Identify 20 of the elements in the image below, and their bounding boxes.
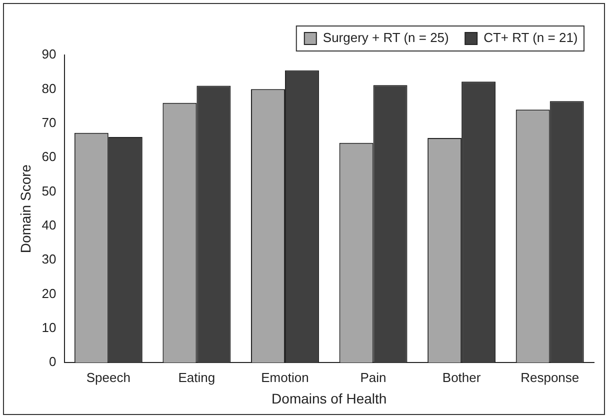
x-tick-label: Pain: [360, 370, 386, 385]
y-tick-label: 50: [42, 183, 56, 198]
y-tick-label: 60: [42, 149, 56, 164]
y-tick-label: 30: [42, 252, 56, 267]
y-axis-title: Domain Score: [17, 164, 34, 254]
y-tick-label: 0: [49, 354, 56, 370]
y-tick-label: 40: [42, 217, 56, 232]
x-tick-label: Bother: [442, 370, 482, 385]
x-tick-label: Eating: [178, 370, 216, 385]
x-tick-label: Speech: [86, 370, 130, 385]
x-axis-title: Domains of Health: [272, 390, 387, 406]
x-tick-label: Response: [520, 370, 580, 385]
y-tick-label: 80: [42, 80, 56, 96]
legend-label: Surgery + RT (n = 25): [322, 30, 449, 46]
legend-label: CT+ RT (n = 21): [484, 30, 578, 46]
y-tick-label: 20: [42, 286, 56, 301]
y-tick-label: 90: [42, 46, 56, 62]
y-tick-label: 70: [42, 114, 56, 130]
x-tick-label: Emotion: [261, 370, 309, 385]
y-tick-label: 10: [42, 320, 56, 335]
